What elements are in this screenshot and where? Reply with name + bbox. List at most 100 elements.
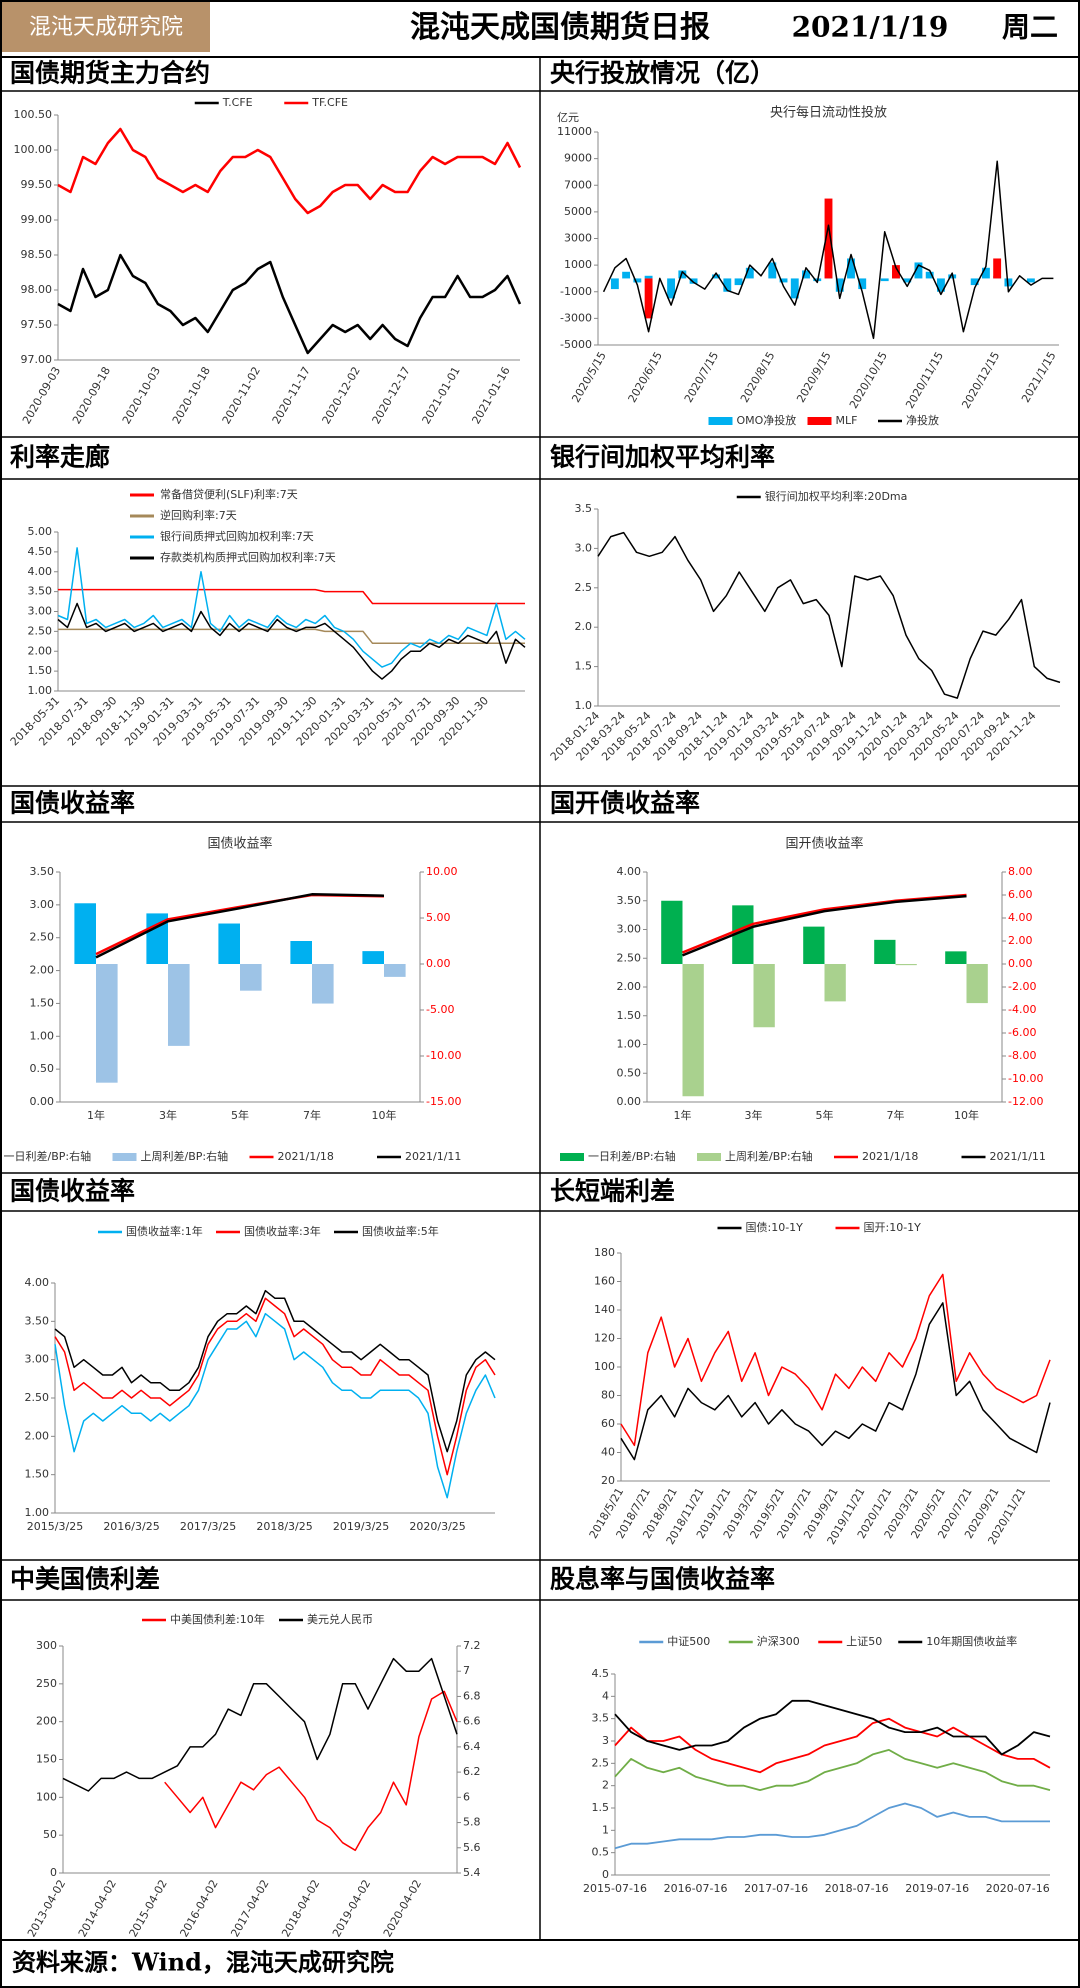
bar	[723, 278, 732, 292]
line-series	[620, 1302, 1051, 1461]
bar	[970, 278, 979, 286]
bar	[925, 271, 934, 279]
y2-tick-label: 6.4	[463, 1740, 481, 1753]
x-tick-label: 2020-04-02	[381, 1878, 424, 1940]
legend-label: 中证500	[667, 1635, 710, 1648]
y-tick-label: 4	[602, 1689, 609, 1702]
y-tick-label: 7000	[564, 178, 592, 191]
y-tick-label: 80	[601, 1389, 615, 1402]
legend-label: 2021/1/11	[405, 1150, 461, 1163]
y-tick-label: 0.00	[617, 1095, 642, 1108]
y-tick-label: 2.00	[617, 980, 642, 993]
line-series	[57, 253, 522, 355]
y-tick-label: 3.50	[30, 865, 55, 878]
x-tick-label: 2018-04-02	[279, 1878, 322, 1940]
x-tick-label: 2014-04-02	[76, 1878, 119, 1940]
y-tick-label: 3	[602, 1734, 609, 1747]
x-tick-label: 2018-07-16	[825, 1882, 889, 1895]
y2-tick-label: 10.00	[426, 865, 458, 878]
y-tick-label: 50	[43, 1828, 57, 1841]
line-series	[57, 127, 522, 215]
y-tick-label: 99.50	[21, 178, 53, 191]
chart-title: 国开债收益率	[785, 836, 863, 852]
bar	[937, 278, 945, 292]
y-tick-label: 200	[36, 1715, 57, 1728]
y-tick-label: 4.50	[28, 545, 53, 558]
bar	[312, 964, 334, 1004]
y-tick-label: 4.00	[28, 565, 53, 578]
y-tick-label: 1.0	[575, 699, 593, 712]
y-tick-label: 0	[50, 1866, 57, 1879]
y-tick-label: 120	[594, 1332, 615, 1345]
y-tick-label: 1.00	[28, 684, 53, 697]
x-tick-label: 10年	[372, 1108, 397, 1122]
y-tick-label: 0.50	[617, 1066, 642, 1079]
bar	[218, 923, 240, 964]
y-tick-label: 2.00	[28, 644, 53, 657]
legend-swatch	[807, 417, 832, 425]
y-tick-label: -5000	[560, 338, 592, 351]
bar	[874, 939, 896, 964]
y-tick-label: 3.50	[25, 1314, 50, 1327]
y-tick-label: 1.50	[30, 996, 55, 1009]
y-tick-label: 4.00	[25, 1276, 50, 1289]
line-series	[57, 602, 526, 680]
x-tick-label: 2016-07-16	[664, 1882, 728, 1895]
legend-swatch	[708, 417, 733, 425]
legend-label: 国债收益率:3年	[244, 1224, 321, 1238]
legend-label: 沪深300	[757, 1634, 800, 1648]
y-tick-label: 0.50	[30, 1062, 55, 1075]
x-tick-label: 2020-11-02	[220, 365, 263, 427]
panel-heading: 利率走廊	[10, 443, 110, 472]
x-tick-label: 5年	[816, 1108, 834, 1122]
x-tick-label: 2018/3/25	[256, 1520, 312, 1533]
y-tick-label: 3.5	[575, 502, 593, 515]
x-tick-label: 7年	[887, 1108, 905, 1122]
y-tick-label: 3.5	[592, 1712, 610, 1725]
legend-label: 国开:10-1Y	[864, 1221, 922, 1234]
bar	[644, 275, 653, 279]
bar	[914, 262, 923, 279]
panel-heading: 股息率与国债收益率	[550, 1565, 775, 1594]
x-tick-label: 2020-12-02	[320, 365, 363, 427]
bar	[981, 267, 990, 279]
bar	[753, 964, 775, 1028]
y2-tick-label: 7	[463, 1664, 470, 1677]
bar	[768, 262, 777, 279]
bar	[610, 278, 619, 290]
y-tick-label: 11000	[557, 125, 592, 138]
line-series	[54, 1297, 496, 1476]
x-tick-label: 2020-11-17	[270, 365, 313, 427]
bar	[892, 265, 900, 279]
y-tick-label: 3.00	[30, 898, 55, 911]
line-series	[164, 1690, 458, 1852]
y-tick-label: 0	[602, 1868, 609, 1881]
x-tick-label: 2020-12-17	[370, 365, 413, 427]
bar	[689, 278, 698, 284]
legend-label: 上周利差/BP:右轴	[725, 1149, 813, 1163]
line-series	[614, 1749, 1051, 1791]
y2-tick-label: 6.6	[463, 1715, 481, 1728]
y2-tick-label: -10.00	[1008, 1072, 1043, 1085]
bar	[993, 258, 1002, 279]
bar	[362, 951, 384, 964]
x-tick-label: 3年	[159, 1108, 177, 1122]
x-tick-label: 2020-09-18	[70, 365, 113, 427]
line-series	[614, 1717, 1051, 1774]
y2-tick-label: -5.00	[426, 1003, 454, 1016]
y-tick-label: 1.00	[617, 1038, 642, 1051]
x-tick-label: 2015-07-16	[583, 1882, 647, 1895]
x-tick-label: 2017-04-02	[228, 1878, 271, 1940]
y2-tick-label: 4.00	[1008, 911, 1033, 924]
legend-label: 上证50	[846, 1635, 882, 1648]
line-series	[54, 1312, 496, 1499]
logo	[2, 2, 210, 52]
y-tick-label: 1.50	[28, 664, 53, 677]
line-series	[62, 1657, 458, 1792]
legend-swatch	[112, 1153, 137, 1161]
bar	[290, 941, 312, 964]
line-series	[54, 1289, 496, 1453]
bar	[802, 270, 810, 279]
x-tick-label: 7年	[303, 1108, 321, 1122]
